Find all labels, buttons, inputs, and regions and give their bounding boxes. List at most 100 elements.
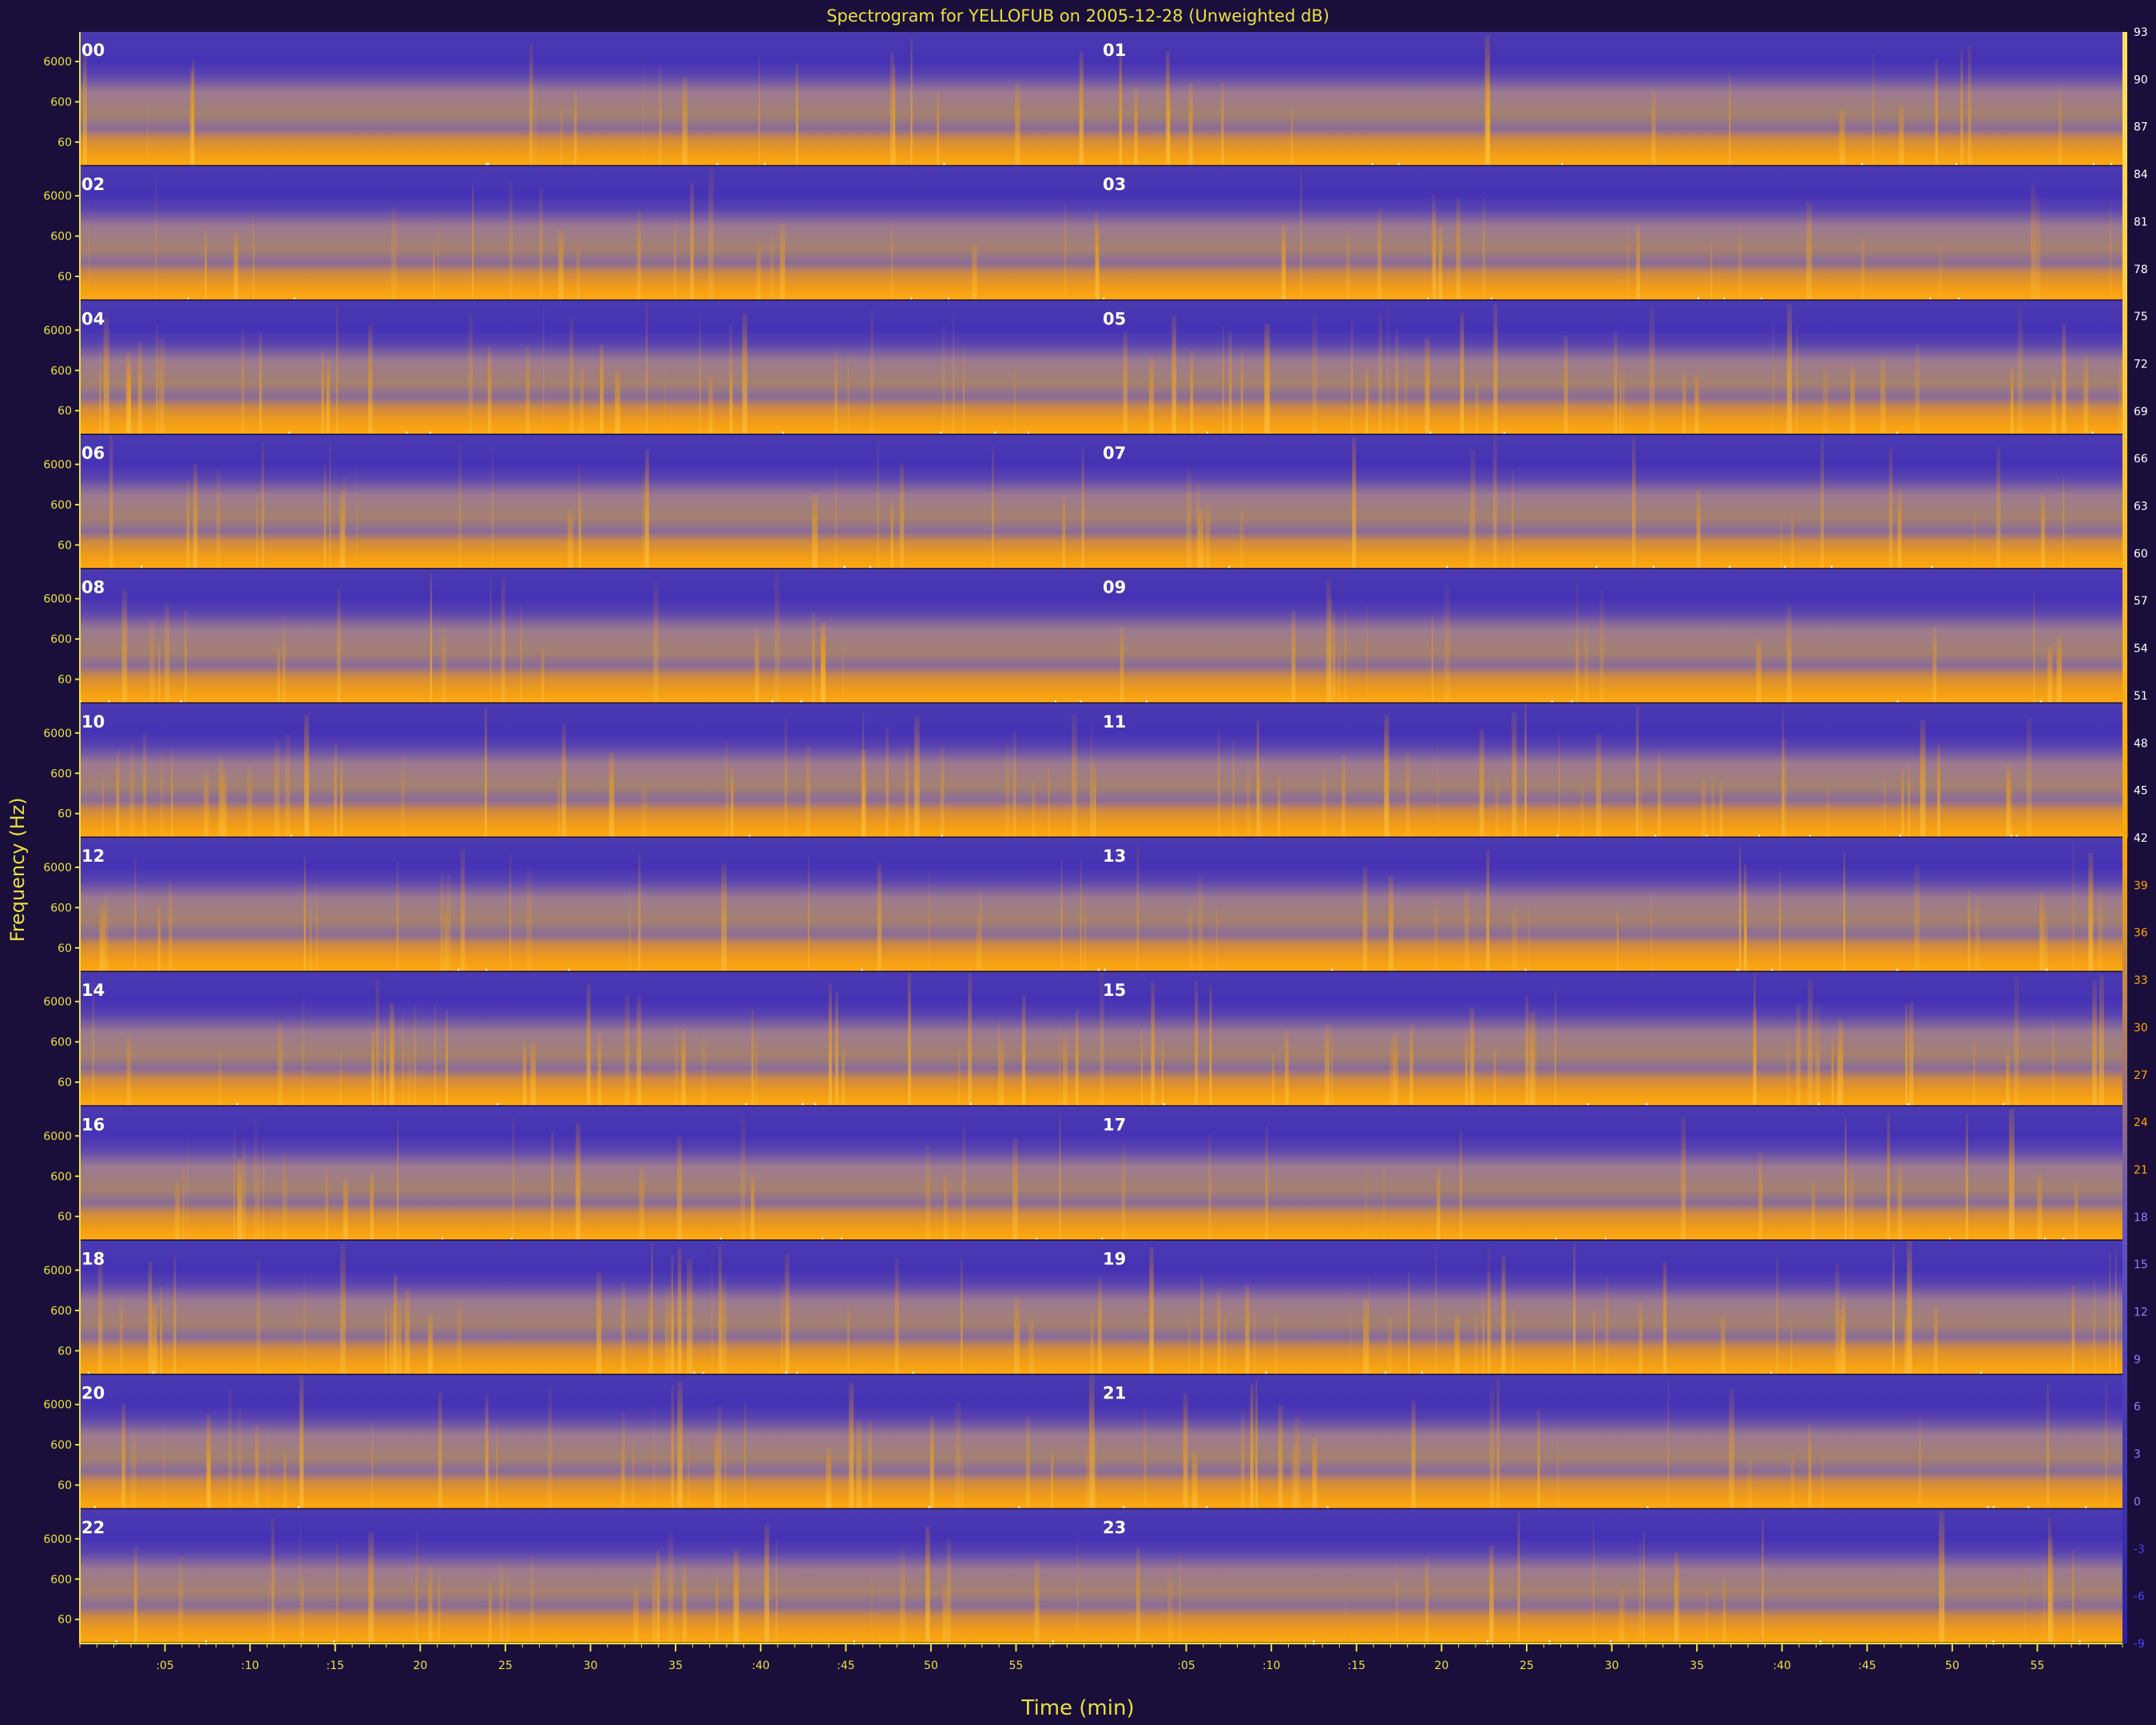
noise-event <box>1435 1244 1437 1375</box>
noise-event <box>751 1009 754 1107</box>
noise-event <box>1012 1138 1018 1241</box>
noise-event <box>1121 1143 1126 1241</box>
noise-event <box>156 325 158 435</box>
hour-label: 02 <box>81 175 105 194</box>
noise-event <box>1167 1568 1173 1644</box>
noise-event <box>1788 648 1792 704</box>
noise-event <box>1616 908 1619 973</box>
noise-event <box>1378 313 1382 435</box>
noise-event <box>529 1556 534 1644</box>
noise-event <box>1444 585 1450 704</box>
noise-event <box>247 766 252 838</box>
noise-event <box>340 1050 342 1107</box>
noise-event <box>1338 637 1341 704</box>
hour-label: 15 <box>1103 981 1126 1000</box>
noise-event <box>1090 760 1096 838</box>
noise-event <box>1350 319 1353 435</box>
noise-event <box>274 740 279 838</box>
hour-label: 00 <box>81 41 105 60</box>
noise-event <box>1631 437 1636 569</box>
noise-event <box>961 1449 963 1509</box>
noise-event <box>1839 1309 1844 1375</box>
noise-event <box>1062 497 1066 569</box>
noise-event <box>241 1140 247 1241</box>
noise-event <box>828 983 832 1107</box>
noise-event <box>1580 783 1584 838</box>
noise-event <box>160 1286 162 1375</box>
noise-event <box>539 186 543 301</box>
noise-event <box>146 105 149 167</box>
y-tick-label: 6000 <box>43 56 72 69</box>
noise-event <box>1614 331 1618 435</box>
noise-event <box>557 778 560 838</box>
noise-event <box>870 310 874 435</box>
noise-event <box>1470 449 1476 569</box>
noise-event <box>847 351 850 435</box>
noise-event <box>834 991 838 1107</box>
noise-event <box>2063 476 2065 569</box>
noise-event <box>1899 105 1904 167</box>
noise-event <box>301 1041 303 1107</box>
noise-event <box>1365 1166 1367 1241</box>
noise-event <box>834 466 838 569</box>
noise-event <box>1389 1035 1394 1107</box>
noise-event <box>485 1395 489 1509</box>
hour-label: 22 <box>81 1518 105 1537</box>
noise-event <box>861 749 866 838</box>
noise-event <box>1790 1320 1793 1375</box>
colorbar-tick-label: 27 <box>2134 1069 2148 1082</box>
hour-label: 12 <box>81 847 105 866</box>
noise-event <box>1781 737 1787 838</box>
noise-event <box>1198 873 1203 973</box>
noise-event <box>441 628 447 704</box>
noise-event <box>119 1296 124 1375</box>
noise-event <box>1639 1302 1643 1375</box>
noise-event <box>489 1581 492 1644</box>
noise-event <box>1694 373 1699 435</box>
noise-event <box>1140 1028 1143 1107</box>
noise-event <box>1808 1424 1812 1509</box>
noise-event <box>125 353 131 435</box>
noise-event <box>109 434 113 569</box>
noise-event <box>1915 344 1920 435</box>
y-tick-label: 60 <box>57 137 72 149</box>
noise-event <box>1179 1552 1181 1644</box>
noise-event <box>597 1032 601 1107</box>
noise-event <box>1022 1039 1025 1107</box>
noise-event <box>1383 1162 1385 1241</box>
noise-event <box>460 848 466 973</box>
noise-event <box>641 472 646 569</box>
noise-event <box>1409 1025 1413 1107</box>
noise-event <box>632 1586 639 1644</box>
noise-event <box>299 1525 301 1644</box>
noise-event <box>393 1274 398 1375</box>
y-tick-label: 600 <box>50 1171 72 1184</box>
y-tick-label: 600 <box>50 1037 72 1049</box>
colorbar-tick-label: 75 <box>2134 311 2148 323</box>
noise-event <box>721 863 727 973</box>
noise-event <box>991 446 994 569</box>
noise-event <box>1835 1263 1840 1375</box>
noise-event <box>173 1255 176 1375</box>
noise-event <box>1208 1133 1211 1241</box>
noise-event <box>1486 850 1490 973</box>
noise-event <box>1525 995 1529 1107</box>
x-tick-label: 55 <box>1009 1660 1024 1672</box>
noise-event <box>2043 910 2048 973</box>
noise-event <box>2027 717 2032 838</box>
noise-event <box>1743 864 1747 973</box>
noise-event <box>134 857 137 973</box>
noise-event <box>233 1128 236 1241</box>
noise-event <box>724 740 729 838</box>
noise-event <box>1657 751 1661 838</box>
noise-event <box>1849 1162 1854 1241</box>
noise-event <box>1532 1006 1537 1107</box>
x-tick-label: :40 <box>1773 1660 1791 1672</box>
noise-event <box>1014 368 1016 435</box>
noise-event <box>1346 232 1350 301</box>
noise-event <box>143 732 147 838</box>
noise-event <box>963 346 965 435</box>
noise-event <box>1258 768 1262 838</box>
noise-event <box>946 1538 952 1644</box>
noise-event <box>438 1568 441 1644</box>
